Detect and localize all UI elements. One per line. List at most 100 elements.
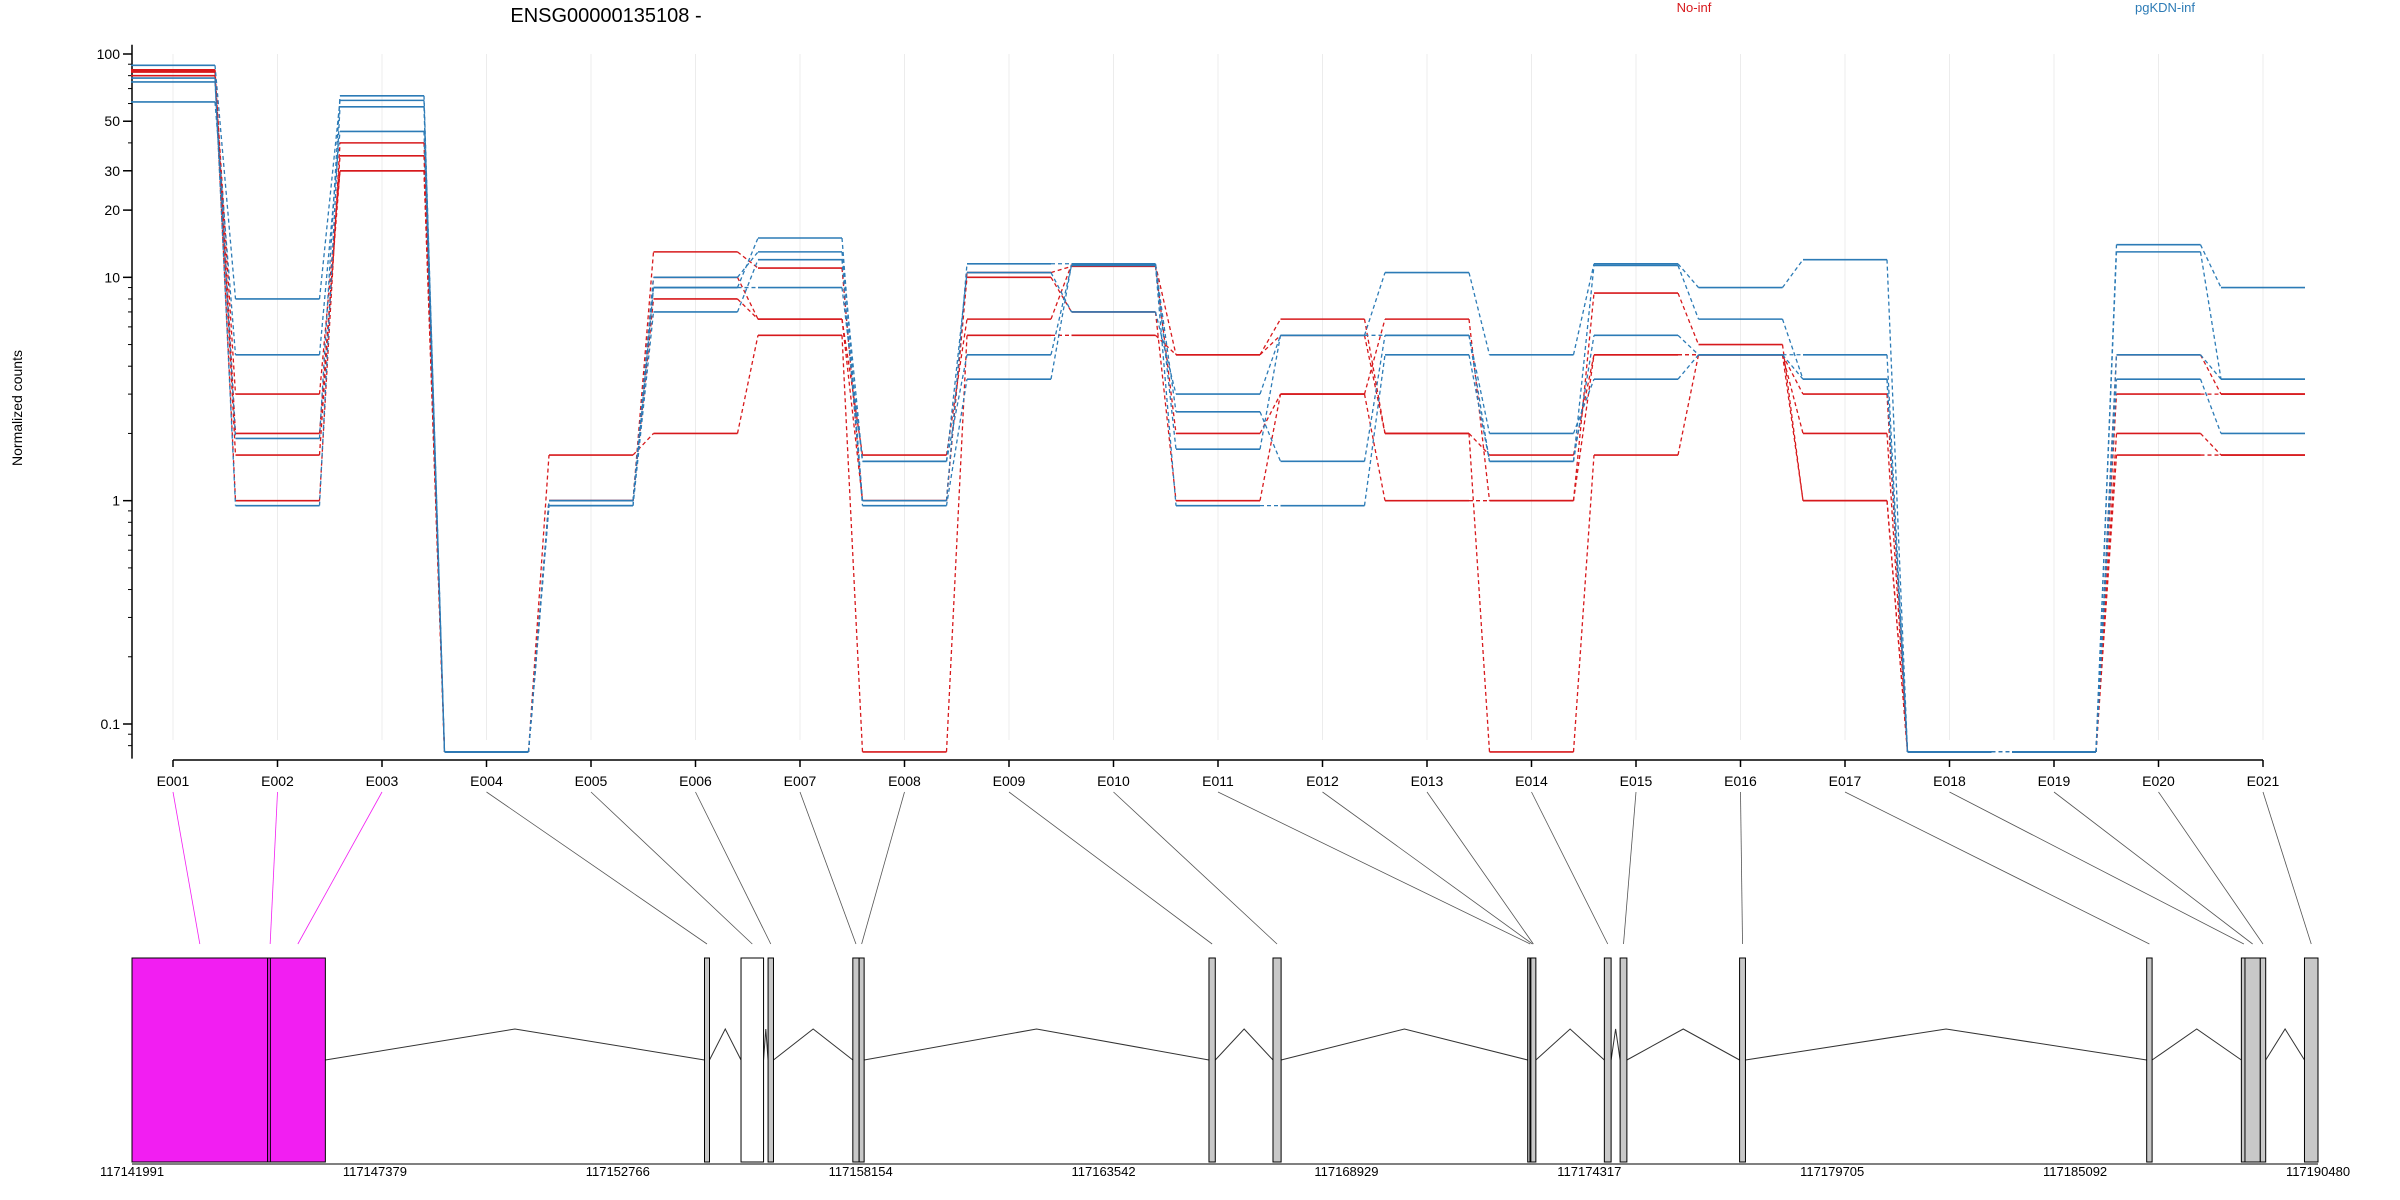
- x-tick-label-e017: E017: [1829, 773, 1862, 789]
- plot-x-axis: E001 E002 E003 E004 E005 E006 E007 E008 E009 E010…: [157, 759, 2280, 789]
- exon-connector-e005: [590, 791, 753, 945]
- series-connector: [1259, 393, 1282, 501]
- exon-connector-e013: [1426, 791, 1534, 945]
- series-connector: [1154, 263, 1177, 450]
- x-tick-label-e013: E013: [1411, 773, 1444, 789]
- series-connector: [737, 251, 759, 269]
- intron-line: [1610, 1028, 1621, 1061]
- intron-line: [2151, 1028, 2242, 1061]
- series-connector: [1154, 311, 1177, 395]
- intron-line: [763, 1028, 769, 1061]
- series-connector: [318, 95, 341, 439]
- series-pgkdn-inf-7: [131, 77, 2305, 753]
- series-connector: [1154, 266, 1177, 434]
- series-connector: [1677, 334, 1699, 356]
- x-tick-label-e012: E012: [1306, 773, 1339, 789]
- gene-model-track: 117141991 117147379 117152766 117158154 1171…: [100, 957, 2350, 1179]
- series-connector: [214, 72, 237, 395]
- plot-series-layer: [131, 64, 2305, 753]
- series-connector: [1572, 354, 1595, 501]
- series-connector: [632, 432, 654, 456]
- legend-pgkdn-inf: pgKDN-inf: [2135, 0, 2195, 15]
- series-connector: [1050, 265, 1072, 274]
- exon-box-e017: [2146, 957, 2153, 1163]
- series-connector: [2199, 378, 2222, 434]
- intron-line: [2265, 1028, 2305, 1061]
- exon-connector-e011: [1217, 791, 1531, 945]
- exon-connector-e014: [1531, 791, 1609, 945]
- plot-y-axis: 100 50 30 20 10 1 0.1: [97, 44, 133, 759]
- x-tick-label-e006: E006: [679, 773, 712, 789]
- gene-title: ENSG00000135108 -: [510, 5, 701, 27]
- series-connector: [2199, 251, 2222, 380]
- series-connector: [1886, 354, 1909, 752]
- y-tick-label: 1: [112, 493, 120, 509]
- series-connector: [1468, 432, 1490, 456]
- x-tick-label-e020: E020: [2142, 773, 2175, 789]
- series-connector: [736, 277, 759, 320]
- series-connector: [1572, 263, 1595, 355]
- intron-line: [1280, 1028, 1528, 1061]
- y-tick-label: 30: [104, 163, 120, 179]
- series-connector: [1259, 334, 1281, 356]
- genomic-coordinate-label: 117174317: [1557, 1164, 1621, 1179]
- exon-connector-e002: [269, 791, 278, 945]
- y-axis-label: Normalized counts: [9, 350, 25, 466]
- series-connector: [1781, 318, 1804, 380]
- exon-connector-layer: [172, 791, 2312, 945]
- exon-box-e020: [2259, 957, 2267, 1163]
- series-connector: [1154, 311, 1177, 501]
- y-tick-label: 0.1: [101, 716, 121, 732]
- series-connector: [1363, 335, 1386, 462]
- series-connector: [1886, 500, 1909, 752]
- series-connector: [1468, 335, 1491, 434]
- series-connector: [527, 505, 550, 752]
- x-tick-label-e021: E021: [2247, 773, 2280, 789]
- series-connector: [1154, 264, 1177, 355]
- x-tick-label-e016: E016: [1724, 773, 1757, 789]
- series-connector: [841, 319, 864, 501]
- series-connector: [737, 298, 759, 320]
- exon-connector-e017: [1844, 791, 2150, 945]
- series-connector: [2199, 244, 2222, 288]
- series-connector: [1782, 354, 1804, 380]
- exon-box-e019: [2244, 957, 2261, 1163]
- series-connector: [945, 379, 968, 506]
- legend-no-inf: No-inf: [1677, 0, 1712, 15]
- exon-connector-e016: [1740, 791, 1743, 945]
- series-connector: [1154, 264, 1177, 412]
- genomic-coordinate-label: 117147379: [343, 1164, 407, 1179]
- series-connector: [632, 287, 655, 506]
- x-tick-label-e010: E010: [1097, 773, 1130, 789]
- series-connector: [945, 263, 968, 501]
- series-connector: [1050, 264, 1073, 380]
- x-tick-label-e008: E008: [888, 773, 921, 789]
- series-connector: [736, 251, 759, 278]
- series-connector: [1259, 393, 1282, 434]
- y-tick-label: 50: [104, 113, 120, 129]
- series-connector: [1363, 272, 1386, 336]
- x-tick-label-e004: E004: [470, 773, 503, 789]
- exon-box-e010: [1272, 957, 1282, 1163]
- series-connector: [1677, 263, 1699, 288]
- exon-box-e005: [740, 957, 765, 1163]
- series-connector: [1781, 259, 1804, 288]
- exon-box-e021: [2303, 957, 2319, 1163]
- exon-connector-e007: [799, 791, 857, 945]
- exon-connector-e021: [2262, 791, 2312, 945]
- exon-box-e007: [852, 957, 860, 1163]
- y-tick-label: 10: [104, 269, 120, 285]
- series-connector: [1572, 265, 1595, 462]
- y-tick-label: 20: [104, 202, 120, 218]
- genomic-coordinate-label: 117185092: [2043, 1164, 2107, 1179]
- series-connector: [1781, 344, 1804, 501]
- genomic-coordinate-label: 117141991: [100, 1164, 164, 1179]
- series-connector: [1572, 378, 1595, 434]
- series-connector: [1572, 455, 1595, 752]
- genomic-coordinate-label: 117190480: [2286, 1164, 2350, 1179]
- exon-connector-e008: [861, 791, 905, 945]
- exon-connector-e015: [1623, 791, 1637, 945]
- y-tick-label: 100: [97, 46, 121, 62]
- series-connector: [1363, 354, 1386, 506]
- series-connector: [632, 311, 655, 506]
